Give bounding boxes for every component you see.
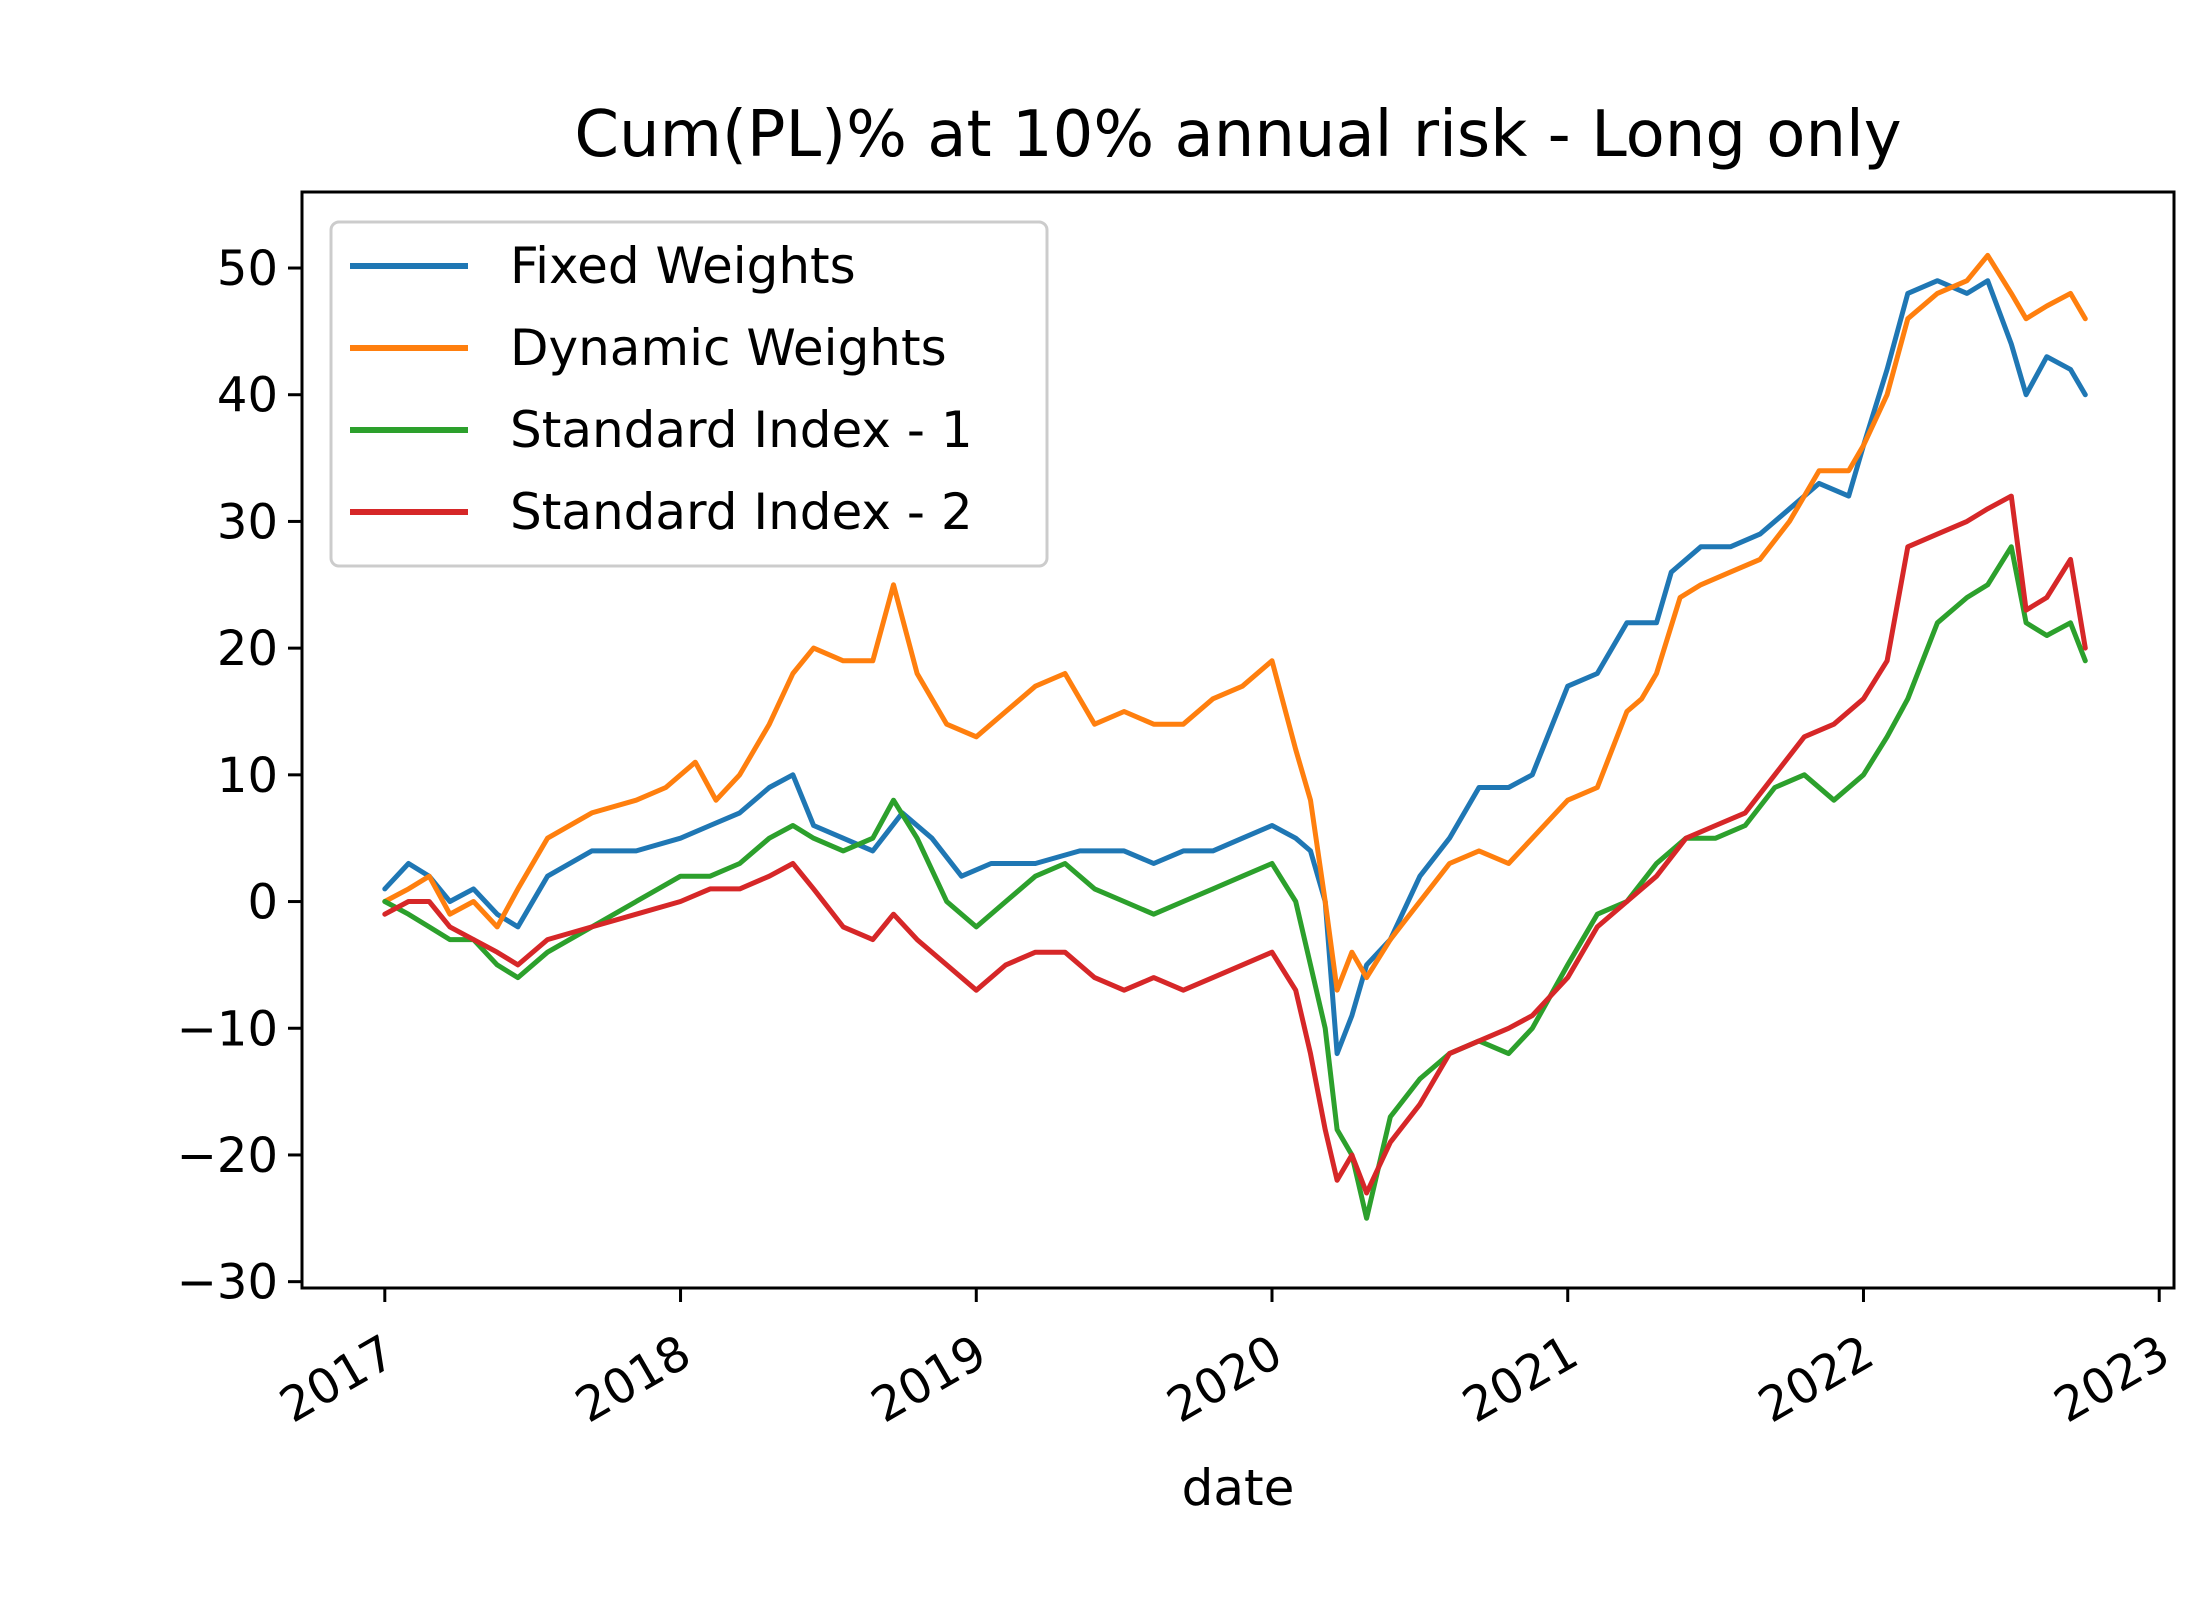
series-layer bbox=[382, 252, 2088, 1221]
series-line-3 bbox=[382, 544, 2088, 1221]
series-line-4 bbox=[382, 493, 2088, 1196]
legend-label: Standard Index - 2 bbox=[510, 483, 973, 541]
legend-label: Dynamic Weights bbox=[510, 319, 947, 377]
legend-label: Standard Index - 1 bbox=[510, 401, 973, 459]
y-tick-label: −30 bbox=[177, 1255, 278, 1311]
y-tick-label: 40 bbox=[217, 368, 278, 424]
x-axis-label: date bbox=[1182, 1459, 1295, 1517]
series-line-1 bbox=[382, 278, 2088, 1057]
y-tick-label: −10 bbox=[177, 1001, 278, 1057]
plot-frame bbox=[300, 190, 2176, 1290]
y-tick-label: 10 bbox=[217, 748, 278, 804]
legend-box bbox=[329, 220, 1049, 568]
chart-title: Cum(PL)% at 10% annual risk - Long only bbox=[574, 98, 1901, 172]
y-tick-label: 20 bbox=[217, 621, 278, 677]
y-tick-label: 50 bbox=[217, 241, 278, 297]
y-tick-label: 0 bbox=[247, 875, 278, 931]
y-tick-label: 30 bbox=[217, 494, 278, 550]
series-line-2 bbox=[382, 252, 2088, 993]
y-tick-label: −20 bbox=[177, 1128, 278, 1184]
legend-label: Fixed Weights bbox=[510, 237, 856, 295]
y-axis: 50 40 30 20 10 0 −10 −20 −30 bbox=[177, 241, 302, 1311]
legend: Fixed Weights Dynamic Weights Standard Ind… bbox=[329, 220, 1049, 568]
